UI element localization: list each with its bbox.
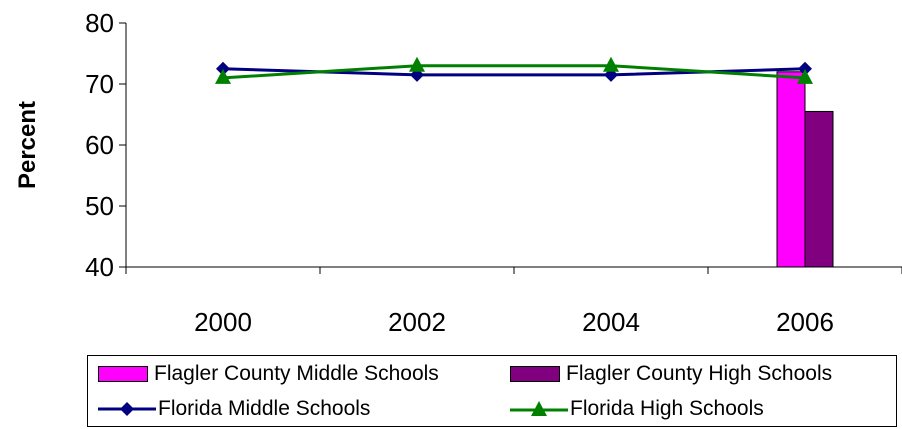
legend-swatch-flagler-middle — [98, 366, 148, 382]
marker-florida-high-2000 — [215, 68, 231, 84]
legend-label-flagler-high: Flagler County High Schools — [566, 362, 833, 385]
legend-label-flagler-middle: Flagler County Middle Schools — [154, 362, 439, 385]
y-tick-label-40: 40 — [85, 252, 114, 282]
marker-florida-high-2004 — [603, 56, 619, 72]
legend-label-florida-middle: Florida Middle Schools — [158, 397, 371, 420]
marker-florida-middle-2006 — [798, 61, 812, 76]
x-tick-label-2002: 2002 — [388, 307, 446, 337]
y-tick-label-70: 70 — [85, 69, 114, 99]
y-tick-label-60: 60 — [85, 130, 114, 160]
x-tick-label-2004: 2004 — [582, 307, 640, 337]
legend: Flagler County Middle Schools Flagler Co… — [87, 355, 897, 427]
legend-label-florida-high: Florida High Schools — [570, 397, 764, 420]
legend-item-florida-middle: Florida Middle Schools — [98, 394, 370, 424]
marker-florida-high-2002 — [409, 56, 425, 72]
y-axis-title: Percent — [14, 101, 41, 189]
bar-flagler-middle-2006 — [776, 71, 806, 268]
bar-flagler-high-2006 — [804, 110, 834, 268]
chart: 40 50 60 70 80 2000 2002 2004 2006 Percent — [14, 8, 902, 337]
legend-item-flagler-high: Flagler County High Schools — [510, 359, 832, 389]
legend-item-flagler-middle: Flagler County Middle Schools — [98, 359, 439, 389]
y-tick-label-50: 50 — [85, 191, 114, 221]
x-tick-label-2000: 2000 — [194, 307, 252, 337]
marker-florida-middle-2000 — [216, 61, 230, 76]
line-florida-high — [222, 64, 806, 80]
legend-swatch-florida-high — [510, 401, 568, 416]
legend-item-florida-high: Florida High Schools — [510, 394, 764, 424]
legend-swatch-florida-middle — [98, 402, 156, 416]
marker-florida-high-2006 — [797, 68, 813, 84]
x-tick-label-2006: 2006 — [776, 307, 834, 337]
legend-swatch-flagler-high — [510, 366, 560, 382]
y-tick-label-80: 80 — [85, 8, 114, 38]
